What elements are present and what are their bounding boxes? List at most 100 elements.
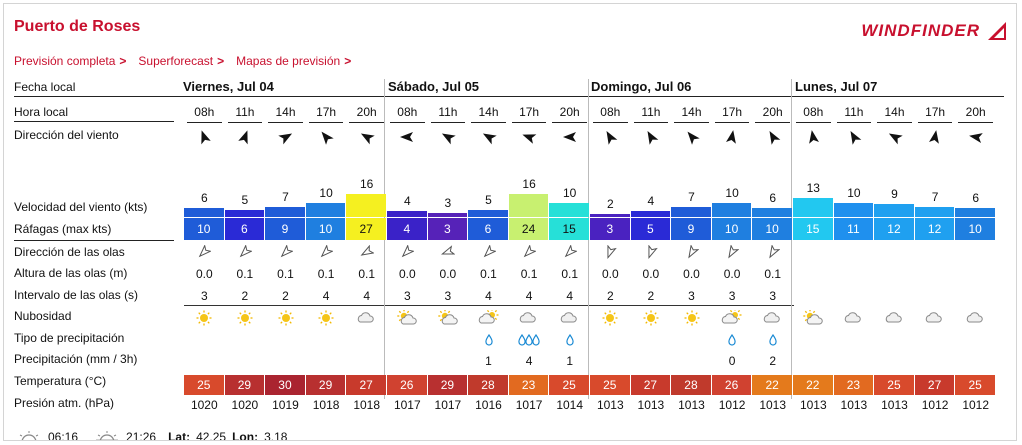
- wind-speed-bar: [915, 207, 955, 217]
- temperature-cell: 28: [671, 375, 711, 395]
- wind-speed-bar: [387, 211, 427, 217]
- weather-cloud-icon: [965, 310, 987, 326]
- wind-speed-bar: [631, 211, 671, 217]
- wave-interval-value: 2: [225, 289, 266, 303]
- gust-cell: 6: [468, 218, 508, 240]
- gust-cell: 15: [793, 218, 833, 240]
- lat-label: Lat:: [168, 430, 190, 441]
- wind-speed-value: 6: [184, 191, 225, 205]
- wave-height-value: 0.0: [712, 267, 753, 281]
- wind-arrow-icon: [196, 129, 212, 145]
- windfinder-flag-icon: [986, 20, 1008, 42]
- wind-arrow-icon: [643, 129, 659, 145]
- wave-interval-value: 4: [509, 289, 550, 303]
- weather-cloud-icon: [762, 310, 784, 326]
- weather-suncloud-icon: [802, 310, 824, 326]
- weather-cloud-icon: [518, 310, 540, 326]
- pressure-value: 1013: [793, 398, 834, 412]
- wind-speed-bar: [306, 203, 346, 218]
- hour-label: 20h: [752, 105, 793, 119]
- wave-height-value: 0.1: [549, 267, 590, 281]
- wind-speed-value: 10: [549, 186, 590, 200]
- hour-underline: [837, 122, 872, 123]
- temperature-cell: 29: [428, 375, 468, 395]
- wind-speed-bar: [712, 203, 752, 218]
- wind-speed-value: 7: [915, 190, 956, 204]
- weather-cloud-icon: [356, 310, 378, 326]
- wind-speed-value: 7: [671, 190, 712, 204]
- wave-height-value: 0.0: [631, 267, 672, 281]
- pressure-value: 1020: [225, 398, 266, 412]
- pressure-value: 1013: [752, 398, 793, 412]
- hour-label: 17h: [915, 105, 956, 119]
- wind-arrow-icon: [521, 129, 537, 145]
- nav-full-forecast[interactable]: Previsión completa >: [14, 54, 126, 68]
- wave-arrow-icon: [360, 245, 374, 259]
- wave-height-value: 0.1: [265, 267, 306, 281]
- pressure-value: 1013: [834, 398, 875, 412]
- wind-speed-bar: [549, 203, 589, 218]
- hour-label: 17h: [712, 105, 753, 119]
- hour-underline: [512, 122, 547, 123]
- hour-label: 14h: [468, 105, 509, 119]
- gust-cell: 10: [306, 218, 346, 240]
- hour-label: 11h: [428, 105, 469, 119]
- gust-cell: 3: [590, 218, 630, 240]
- wind-speed-value: 3: [428, 196, 469, 210]
- label-direccion-viento: Dirección del viento: [14, 128, 119, 142]
- precip-value: 0: [712, 354, 753, 368]
- weather-cloud-icon: [843, 310, 865, 326]
- pressure-value: 1017: [387, 398, 428, 412]
- temperature-cell: 29: [225, 375, 265, 395]
- hour-underline: [431, 122, 466, 123]
- day-name: Domingo, Jul 06: [591, 79, 691, 94]
- temperature-cell: 25: [955, 375, 995, 395]
- wave-height-value: 0.0: [428, 267, 469, 281]
- wind-speed-bar: [468, 210, 508, 217]
- day-name: Sábado, Jul 05: [388, 79, 479, 94]
- hour-label: 17h: [306, 105, 347, 119]
- wind-arrow-icon: [562, 129, 578, 145]
- windfinder-logo[interactable]: WINDFINDER: [861, 20, 1008, 42]
- label-intervalo-olas: Intervalo de las olas (s): [14, 288, 138, 302]
- weather-cloud-icon: [884, 310, 906, 326]
- label-temperatura: Temperatura (°C): [14, 374, 106, 388]
- wave-height-value: 0.0: [184, 267, 225, 281]
- pressure-value: 1019: [265, 398, 306, 412]
- label-altura-olas: Altura de las olas (m): [14, 266, 127, 280]
- rain-drop-icon: [761, 334, 785, 346]
- day-name: Viernes, Jul 04: [183, 79, 274, 94]
- wave-arrow-icon: [685, 245, 699, 259]
- hour-underline: [918, 122, 953, 123]
- lon-value: 3.18: [264, 430, 287, 441]
- wind-speed-value: 4: [631, 194, 672, 208]
- weather-sun-icon: [193, 310, 215, 326]
- nav-forecast-maps[interactable]: Mapas de previsión >: [236, 54, 351, 68]
- wave-interval-value: 4: [549, 289, 590, 303]
- wave-interval-value: 2: [631, 289, 672, 303]
- precip-value: 1: [468, 354, 509, 368]
- weather-cloudsun-icon: [478, 310, 500, 326]
- wind-speed-value: 10: [834, 186, 875, 200]
- hour-underline: [593, 122, 628, 123]
- gust-cell: 10: [752, 218, 792, 240]
- hour-underline: [187, 122, 222, 123]
- wind-arrow-icon: [359, 129, 375, 145]
- wave-height-value: 0.1: [306, 267, 347, 281]
- nav-superforecast[interactable]: Superforecast >: [138, 54, 224, 68]
- precip-value: 2: [752, 354, 793, 368]
- hour-underline: [390, 122, 425, 123]
- wave-arrow-icon: [644, 245, 658, 259]
- wind-arrow-icon: [278, 129, 294, 145]
- precip-value: 1: [549, 354, 590, 368]
- wind-speed-bar: [346, 194, 386, 217]
- gust-cell: 3: [428, 218, 468, 240]
- weather-cloudsun-icon: [721, 310, 743, 326]
- hour-underline: [755, 122, 790, 123]
- temperature-cell: 29: [306, 375, 346, 395]
- temperature-cell: 26: [387, 375, 427, 395]
- wind-speed-bar: [955, 208, 995, 217]
- hour-label: 11h: [834, 105, 875, 119]
- wind-speed-value: 5: [225, 193, 266, 207]
- weather-suncloud-icon: [396, 310, 418, 326]
